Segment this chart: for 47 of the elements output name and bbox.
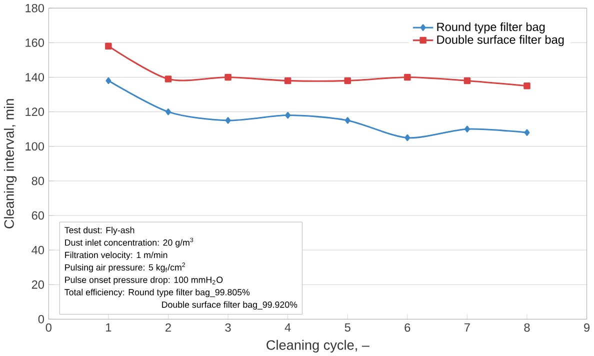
annotation: Pulse onset pressure drop: 100 mmH$_{2}$O — [65, 276, 223, 284]
y-tick-label: 140 — [26, 72, 44, 82]
point — [166, 108, 171, 115]
x-tick-label: 4 — [284, 323, 291, 332]
x-tick-label: 1 — [106, 323, 112, 332]
y-tick-label: 20 — [32, 280, 44, 289]
x-tick-label: 0 — [46, 323, 52, 332]
point — [404, 74, 411, 80]
annotation: Double surface filter bag_99.920% — [162, 301, 298, 310]
annotation: Test dust: Fly-ash — [64, 226, 134, 235]
point — [225, 116, 231, 124]
x-tick-label: 9 — [584, 323, 590, 332]
point — [464, 77, 471, 84]
annotation: Pulsing air pressure: 5 kg$_{f}$/cm$^{2}$ — [65, 262, 186, 272]
x-axis-title: Cleaning cycle, – — [266, 340, 370, 352]
point — [344, 77, 351, 84]
x-tick-label: 7 — [464, 323, 470, 332]
x-tick-label: 3 — [225, 323, 231, 332]
point — [284, 77, 292, 84]
point — [344, 116, 350, 124]
annotation: Dust inlet concentration: 20 g/m$^{3}$ — [65, 237, 194, 248]
point — [164, 75, 172, 82]
y-tick-label: 0 — [38, 314, 44, 324]
annotation: Total efficiency: Round type filter bag_99.805% — [64, 288, 250, 297]
legend-label: Round type filter bag — [437, 22, 545, 34]
y-axis-title: Cleaning interval, min — [4, 98, 17, 228]
x-tick-label: 6 — [404, 323, 410, 332]
y-tick-label: 180 — [26, 4, 44, 12]
point — [524, 128, 530, 136]
legend-label: Double surface filter bag — [437, 34, 564, 46]
y-tick-label: 80 — [32, 176, 44, 185]
point — [105, 42, 112, 50]
y-tick-label: 60 — [32, 211, 44, 220]
x-tick-label: 5 — [344, 323, 350, 332]
x-tick-label: 2 — [166, 323, 171, 332]
y-tick-label: 120 — [26, 107, 44, 116]
y-tick-label: 160 — [26, 38, 44, 47]
point — [285, 112, 291, 118]
point — [404, 134, 410, 141]
point — [106, 77, 112, 84]
x-tick-label: 8 — [524, 323, 530, 332]
annotation: Filtration velocity: 1 m/min — [65, 251, 168, 260]
y-tick-label: 100 — [26, 142, 44, 150]
y-tick-label: 40 — [32, 246, 44, 254]
point — [224, 74, 232, 80]
point — [464, 125, 470, 132]
point — [524, 82, 530, 90]
